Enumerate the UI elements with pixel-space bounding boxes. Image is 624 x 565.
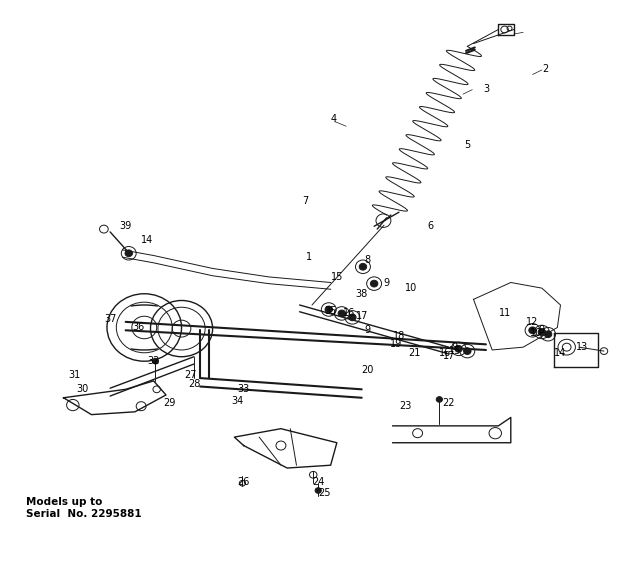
Text: 30: 30 xyxy=(76,384,88,394)
Text: 11: 11 xyxy=(499,308,510,319)
Text: 35: 35 xyxy=(324,306,337,316)
Text: 22: 22 xyxy=(442,398,455,408)
Text: 27: 27 xyxy=(185,370,197,380)
Text: 4: 4 xyxy=(331,115,337,124)
Text: 9: 9 xyxy=(384,277,389,288)
Circle shape xyxy=(359,263,367,270)
Text: 39: 39 xyxy=(120,221,132,231)
Circle shape xyxy=(152,358,158,364)
Circle shape xyxy=(325,306,333,313)
Text: 3: 3 xyxy=(483,84,489,94)
Circle shape xyxy=(338,310,346,317)
Text: 10: 10 xyxy=(530,328,542,338)
Text: 12: 12 xyxy=(527,317,539,327)
Text: 14: 14 xyxy=(554,348,567,358)
Text: 36: 36 xyxy=(132,323,144,332)
Text: 7: 7 xyxy=(303,196,309,206)
Text: 31: 31 xyxy=(69,370,81,380)
Text: 1: 1 xyxy=(306,252,312,262)
Circle shape xyxy=(538,329,545,336)
Circle shape xyxy=(544,331,552,338)
Text: 9: 9 xyxy=(539,325,545,335)
Text: 16: 16 xyxy=(343,308,356,319)
Circle shape xyxy=(455,345,462,352)
Text: 16: 16 xyxy=(439,348,452,358)
Text: 32: 32 xyxy=(147,356,160,366)
Text: 33: 33 xyxy=(238,384,250,394)
Text: 17: 17 xyxy=(442,351,455,360)
Text: 18: 18 xyxy=(393,331,405,341)
Text: Models up to
Serial  No. 2295881: Models up to Serial No. 2295881 xyxy=(26,497,142,519)
Text: 26: 26 xyxy=(238,477,250,487)
Text: 24: 24 xyxy=(312,477,324,487)
Text: 6: 6 xyxy=(427,221,433,231)
Text: 38: 38 xyxy=(356,289,368,299)
Text: 5: 5 xyxy=(464,140,470,150)
Text: 10: 10 xyxy=(405,283,417,293)
Text: 19: 19 xyxy=(390,340,402,349)
Text: 15: 15 xyxy=(449,346,461,356)
Text: 13: 13 xyxy=(576,342,588,352)
Text: 14: 14 xyxy=(141,236,154,245)
Circle shape xyxy=(529,327,536,334)
Text: 17: 17 xyxy=(356,311,368,321)
Text: 25: 25 xyxy=(318,488,331,498)
Circle shape xyxy=(349,314,356,321)
Circle shape xyxy=(371,280,378,287)
Text: 29: 29 xyxy=(163,398,175,408)
Text: 23: 23 xyxy=(399,401,411,411)
Circle shape xyxy=(125,250,132,257)
Circle shape xyxy=(315,488,321,493)
Text: 9: 9 xyxy=(452,342,458,352)
Circle shape xyxy=(464,347,471,354)
Text: 21: 21 xyxy=(408,348,421,358)
Text: 9: 9 xyxy=(365,325,371,335)
Text: 20: 20 xyxy=(362,364,374,375)
Text: 2: 2 xyxy=(542,64,548,74)
Text: 28: 28 xyxy=(188,379,200,389)
Circle shape xyxy=(436,397,442,402)
Text: 8: 8 xyxy=(365,255,371,265)
Text: 34: 34 xyxy=(232,396,243,406)
Text: 15: 15 xyxy=(331,272,343,282)
Text: 37: 37 xyxy=(104,314,116,324)
